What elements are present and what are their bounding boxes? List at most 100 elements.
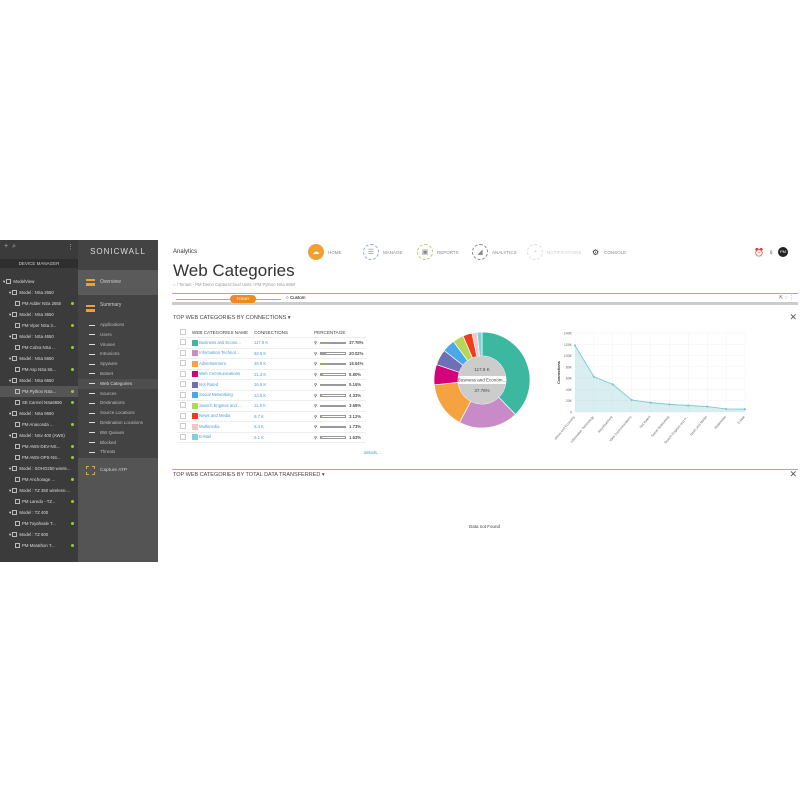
nav-item[interactable]: Viruses <box>78 340 158 350</box>
nav-item[interactable]: Sources <box>78 389 158 399</box>
nav-item[interactable]: BW Queues <box>78 428 158 438</box>
tree-item[interactable]: PM Adder NSa 2650 <box>0 298 78 309</box>
row-checkbox[interactable] <box>180 433 186 440</box>
tree-item[interactable]: ▾ Model : TZ 400 <box>0 507 78 518</box>
connections-value[interactable]: 5.1 K <box>251 432 312 443</box>
nav-item[interactable]: Threats <box>78 447 158 457</box>
tree-item[interactable]: PM Toyahvale T... <box>0 518 78 529</box>
table-row[interactable]: E-Mail 5.1 K ⚲ 1.63% <box>177 432 367 443</box>
tab-manage[interactable]: ☰ MANAGE <box>363 242 403 262</box>
caret-icon[interactable]: ▾ <box>9 532 12 537</box>
tree-item[interactable]: ▾ Model : SOHO250 wirele... <box>0 463 78 474</box>
tree-item[interactable]: PM Python NSa... <box>0 386 78 397</box>
tab-reports[interactable]: ▣ REPORTS <box>417 242 459 262</box>
tab-home[interactable]: ☁ HOME <box>308 242 342 262</box>
row-checkbox[interactable] <box>180 370 186 377</box>
user-avatar[interactable]: PM <box>777 247 788 257</box>
zoom-icon[interactable]: ⚲ <box>314 413 318 419</box>
more-icon[interactable]: ⋮ <box>67 244 74 251</box>
data-point[interactable] <box>687 404 690 407</box>
table-row[interactable]: Not Rated 16.6 K ⚲ 5.16% <box>177 379 367 391</box>
table-row[interactable]: Information Technol... 62.5 K ⚲ 20.02% <box>177 348 367 359</box>
col-percentage[interactable]: PERCENTAGE <box>311 327 367 338</box>
nav-item[interactable]: Applications <box>78 320 158 330</box>
search-icon[interactable]: ⌕ <box>12 243 17 250</box>
zoom-icon[interactable]: ⚲ <box>314 434 318 440</box>
time-slider[interactable] <box>176 299 281 300</box>
row-checkbox[interactable] <box>180 339 186 346</box>
table-row[interactable]: Multimedia 5.4 K ⚲ 1.73% <box>177 421 367 433</box>
tree-item[interactable]: ▾ Model : NSa 3650 <box>0 309 78 320</box>
connections-value[interactable]: 13.5 K <box>251 390 312 401</box>
data-point[interactable] <box>668 403 671 406</box>
export-icon[interactable]: ⇱ <box>779 295 784 301</box>
row-checkbox[interactable] <box>180 381 186 388</box>
connections-value[interactable]: 21.3 K <box>251 369 312 380</box>
zoom-icon[interactable]: ⚲ <box>314 371 318 377</box>
tree-item[interactable]: ▾ Model : TZ 350 wireless-... <box>0 485 78 496</box>
section-data-transferred-header[interactable]: TOP WEB CATEGORIES BY TOTAL DATA TRANSFE… <box>173 472 325 478</box>
connections-value[interactable]: 48.9 K <box>251 358 312 370</box>
category-name[interactable]: Web Communications <box>199 371 241 377</box>
section-connections-header[interactable]: TOP WEB CATEGORIES BY CONNECTIONS ▾ <box>173 315 291 321</box>
caret-icon[interactable]: ▾ <box>9 433 12 438</box>
table-row[interactable]: Search Engines and ... 11.5 K ⚲ 3.68% <box>177 400 367 412</box>
category-name[interactable]: Information Technol... <box>199 350 240 356</box>
caret-icon[interactable]: ▾ <box>9 356 12 361</box>
category-name[interactable]: Search Engines and ... <box>199 402 242 408</box>
category-name[interactable]: News and Media <box>199 413 231 419</box>
nav-item[interactable]: Destination Locations <box>78 418 158 428</box>
tab-console[interactable]: ⚙ CONSOLE <box>592 242 626 262</box>
close-icon[interactable]: ✕ <box>789 312 797 322</box>
comment-icon[interactable]: ◌ <box>784 295 788 301</box>
tree-item[interactable]: PM Marathon T... <box>0 540 78 551</box>
details-link[interactable]: details... <box>364 450 381 455</box>
tree-item[interactable]: ▾ Model : NSv 400 (AWS) <box>0 430 78 441</box>
tab-notifications[interactable]: ◔ NOTIFICATIONS <box>527 242 581 262</box>
select-all-checkbox[interactable] <box>180 328 186 335</box>
tree-item[interactable]: PM Laredo - TZ... <box>0 496 78 507</box>
category-name[interactable]: Not Rated <box>199 381 219 387</box>
data-point[interactable] <box>743 408 747 411</box>
connections-value[interactable]: 11.5 K <box>251 400 312 412</box>
data-point[interactable] <box>630 398 633 402</box>
caret-icon[interactable]: ▾ <box>9 488 12 493</box>
tree-item[interactable]: PM Viper NSa 3... <box>0 320 78 331</box>
caret-icon[interactable]: ▾ <box>9 510 12 515</box>
more-icon[interactable]: ⋮ <box>789 295 794 301</box>
tree-item[interactable]: PM AWS-DEV-NS... <box>0 441 78 452</box>
data-point[interactable] <box>592 375 595 378</box>
col-name[interactable]: WEB CATEGORIES NAME <box>189 327 252 338</box>
zoom-icon[interactable]: ⚲ <box>314 350 318 356</box>
tree-item[interactable]: PM Cobra NSa ... <box>0 342 78 353</box>
tree-item[interactable]: PM Anaconda ... <box>0 419 78 430</box>
zoom-icon[interactable]: ⚲ <box>314 403 318 409</box>
zoom-icon[interactable]: ⚲ <box>314 382 318 388</box>
caret-icon[interactable]: ▾ <box>9 312 12 317</box>
lightbulb-icon[interactable]: ♀ <box>767 247 774 257</box>
tree-item[interactable]: ▾ Model : TZ 600 <box>0 529 78 540</box>
tree-item[interactable]: ▾ Model : NSa 4650 <box>0 331 78 342</box>
nav-item[interactable]: Blocked <box>78 438 158 448</box>
zoom-icon[interactable]: ⚲ <box>314 424 318 430</box>
tree-item[interactable]: ▾ Model : NSa 9650 <box>0 408 78 419</box>
data-point[interactable] <box>649 401 652 404</box>
data-point[interactable] <box>725 407 728 411</box>
tree-item[interactable]: ▾ Model : NSa 6650 <box>0 375 78 386</box>
tree-item[interactable]: ▾ Model : NSa 2650 <box>0 287 78 298</box>
add-icon[interactable]: + <box>4 243 9 250</box>
connections-value[interactable]: 5.4 K <box>251 421 312 433</box>
nav-item[interactable]: Destinations <box>78 398 158 408</box>
nav-item[interactable]: Source Locations <box>78 408 158 418</box>
tree-item[interactable]: PM Anchorage ... <box>0 474 78 485</box>
zoom-icon[interactable]: ⚲ <box>314 340 318 346</box>
close-icon[interactable]: ✕ <box>789 469 797 479</box>
caret-icon[interactable]: ▾ <box>9 334 12 339</box>
category-name[interactable]: Social Networking <box>199 392 233 398</box>
data-point[interactable] <box>706 405 709 408</box>
nav-overview[interactable]: Overview <box>78 270 158 295</box>
row-checkbox[interactable] <box>180 423 186 430</box>
nav-summary[interactable]: Summary <box>100 302 122 308</box>
caret-icon[interactable]: ▾ <box>9 290 12 295</box>
connections-value[interactable]: 16.6 K <box>251 379 312 391</box>
